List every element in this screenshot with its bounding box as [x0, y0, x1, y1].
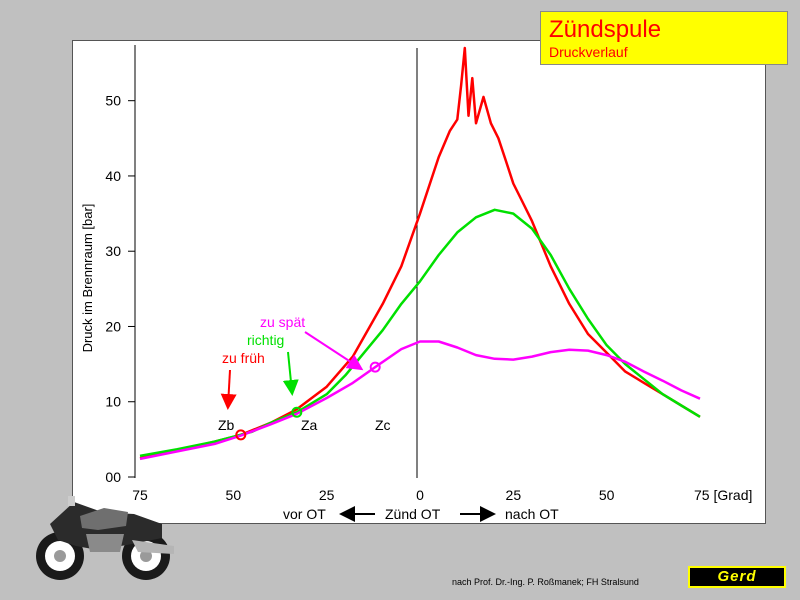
y-tick-label: 20: [105, 318, 121, 334]
ignition-point-zc: [369, 361, 381, 373]
y-tick-label: 50: [105, 93, 121, 109]
gerd-logo: Gerd: [688, 566, 786, 588]
y-tick-label: 30: [105, 243, 121, 259]
chart-title: Zündspule: [549, 16, 662, 43]
ignition-point-zb: [235, 429, 247, 441]
annotation-richtig: richtig: [247, 332, 284, 348]
y-tick-label: 10: [105, 394, 121, 410]
label-zuend-ot: Zünd OT: [385, 506, 441, 522]
annotation-zu-spaet: zu spät: [260, 314, 305, 330]
label-za: Za: [301, 417, 318, 433]
y-tick-label: 00: [105, 469, 121, 485]
x-tick-label: 0: [416, 487, 424, 503]
chart-subtitle: Druckverlauf: [549, 44, 628, 60]
arrow-richtig: [282, 351, 299, 396]
x-tick-label: 75: [132, 487, 148, 503]
motorcycle-image: [36, 496, 174, 580]
y-axis-label: Druck im Brennraum [bar]: [80, 204, 95, 353]
series-line-richtig: [139, 208, 701, 458]
label-vor-ot: vor OT: [283, 506, 326, 522]
label-zc: Zc: [375, 417, 391, 433]
x-tick-label: 50: [599, 487, 615, 503]
arrow-zu-frueh: [220, 369, 237, 410]
series-line-zu-sp-t: [139, 340, 701, 461]
x-tick-label: 25: [506, 487, 522, 503]
credit-text: nach Prof. Dr.-Ing. P. Roßmanek; FH Stra…: [452, 577, 639, 587]
title-box: Zündspule Druckverlauf: [540, 11, 788, 65]
x-tick-label: 25: [319, 487, 335, 503]
arrow-zu-spaet: [304, 331, 364, 371]
annotation-zu-frueh: zu früh: [222, 350, 265, 366]
label-zb: Zb: [218, 417, 235, 433]
ignition-point-za: [291, 406, 303, 418]
series-line-zu-fr-h: [139, 46, 701, 460]
x-tick-label: 75 [Grad]: [694, 487, 752, 503]
label-nach-ot: nach OT: [505, 506, 559, 522]
x-tick-label: 50: [226, 487, 242, 503]
y-tick-label: 40: [105, 168, 121, 184]
